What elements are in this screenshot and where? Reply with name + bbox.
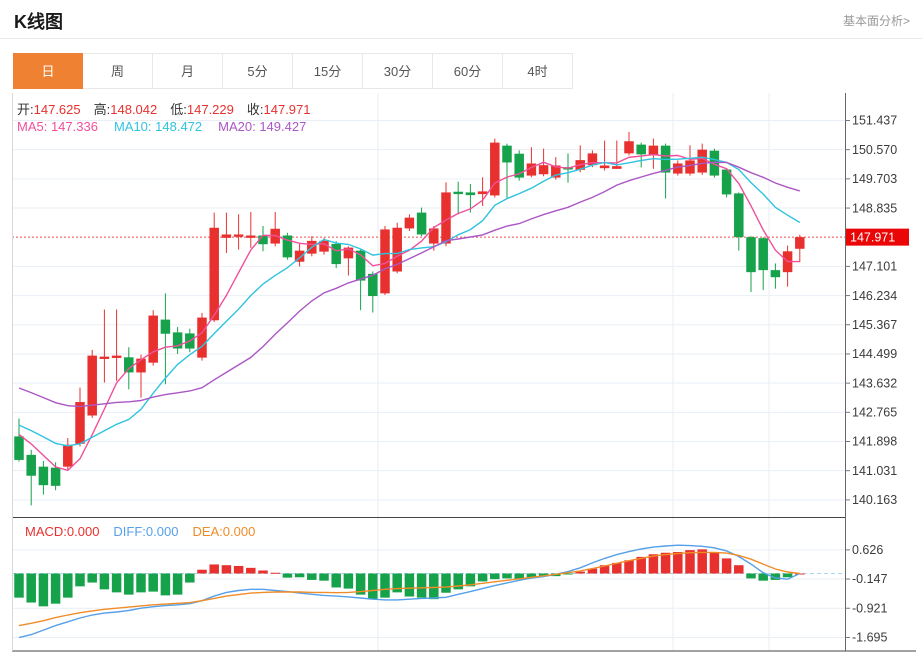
tab-5分[interactable]: 5分 (223, 53, 293, 89)
svg-text:151.437: 151.437 (852, 114, 897, 128)
close-label: 收: (246, 102, 264, 117)
ma-legend: MA5: 147.336 MA10: 148.472 MA20: 149.427 (17, 119, 322, 134)
ma5-value: MA5: 147.336 (17, 119, 98, 134)
gridlines (12, 93, 845, 651)
svg-text:-1.695: -1.695 (852, 631, 887, 645)
svg-text:147.101: 147.101 (852, 260, 897, 274)
open-label: 开: (17, 102, 34, 117)
tab-周[interactable]: 周 (83, 53, 153, 89)
candlesticks (14, 131, 805, 506)
svg-text:147.971: 147.971 (850, 230, 895, 244)
fundamental-analysis-link[interactable]: 基本面分析> (842, 14, 910, 28)
page-title: K线图 (14, 12, 63, 32)
svg-text:150.570: 150.570 (852, 143, 897, 157)
svg-text:148.835: 148.835 (852, 201, 897, 215)
tab-15分[interactable]: 15分 (293, 53, 363, 89)
macd-value: MACD:0.000 (25, 524, 100, 539)
svg-text:145.367: 145.367 (852, 318, 897, 332)
ohlc-legend: 开:147.625 高:148.042 低:147.229 收:147.971 (17, 99, 324, 118)
svg-text:142.765: 142.765 (852, 406, 897, 420)
price-axis: 151.437 150.570 149.703 148.835 147.101 146.2… (12, 93, 916, 652)
svg-text:146.234: 146.234 (852, 289, 897, 303)
macd-legend: MACD:0.000 DIFF:0.000 DEA:0.000 (25, 524, 269, 539)
close-value: 147.971 (263, 102, 311, 117)
high-value: 148.042 (110, 102, 158, 117)
svg-text:141.031: 141.031 (852, 464, 897, 478)
svg-text:140.163: 140.163 (852, 493, 897, 507)
tab-日[interactable]: 日 (13, 53, 83, 89)
dea-value: DEA:0.000 (192, 524, 256, 539)
low-value: 147.229 (186, 102, 234, 117)
svg-text:141.898: 141.898 (852, 435, 897, 449)
header-divider (0, 38, 922, 39)
svg-text:-0.921: -0.921 (852, 601, 887, 615)
diff-value: DIFF:0.000 (113, 524, 179, 539)
open-value: 147.625 (33, 102, 81, 117)
ma10-value: MA10: 148.472 (113, 119, 203, 134)
high-label: 高: (93, 102, 111, 117)
period-tabs: 日周月 5分 15分 30分 60分 4时 (13, 53, 573, 89)
low-label: 低: (170, 102, 187, 117)
macd-panel (12, 544, 845, 639)
tab-60分[interactable]: 60分 (433, 53, 503, 89)
svg-text:-0.147: -0.147 (852, 572, 887, 586)
svg-text:143.632: 143.632 (852, 376, 897, 390)
ma20-value: MA20: 149.427 (218, 119, 307, 134)
current-price-badge (846, 228, 909, 246)
tab-30分[interactable]: 30分 (363, 53, 433, 89)
svg-text:149.703: 149.703 (852, 172, 897, 186)
tab-月[interactable]: 月 (153, 53, 223, 89)
tab-4时[interactable]: 4时 (503, 53, 573, 89)
svg-text:144.499: 144.499 (852, 347, 897, 361)
ma-lines (18, 153, 801, 472)
svg-text:0.626: 0.626 (852, 543, 883, 557)
